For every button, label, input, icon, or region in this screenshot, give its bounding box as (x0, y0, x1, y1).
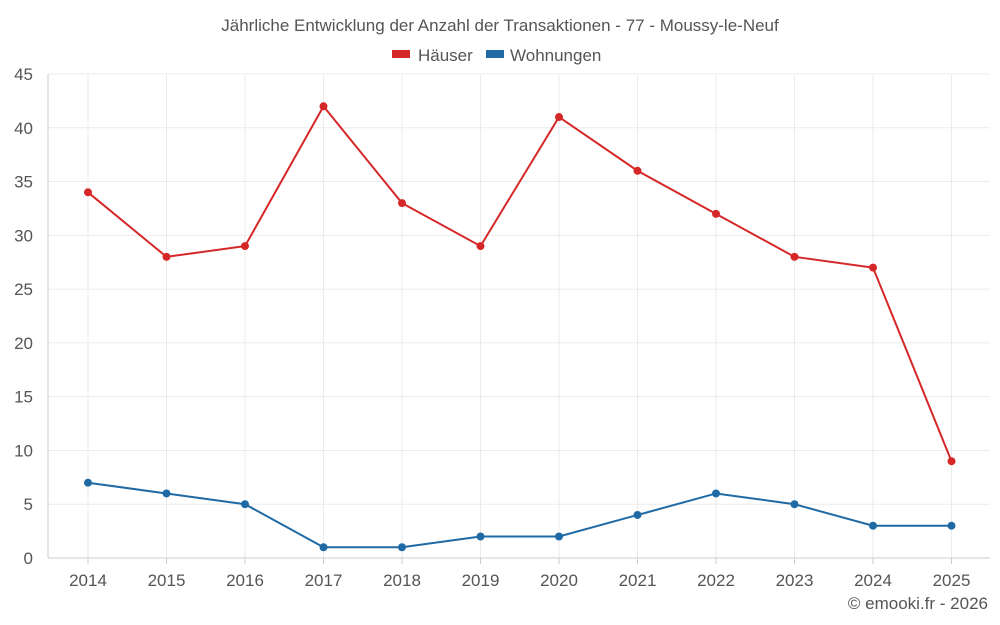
data-point-wohnungen[interactable] (555, 532, 563, 541)
data-point-wohnungen[interactable] (633, 510, 642, 519)
x-tick-label: 2019 (462, 571, 500, 590)
x-tick-label: 2025 (933, 571, 971, 590)
data-point-wohnungen[interactable] (162, 489, 171, 498)
data-point-wohnungen[interactable] (476, 532, 485, 541)
data-point-haeuser[interactable] (947, 457, 956, 466)
data-point-haeuser[interactable] (555, 113, 563, 122)
y-tick-label: 40 (14, 119, 33, 138)
y-tick-label: 35 (14, 173, 33, 192)
data-point-wohnungen[interactable] (869, 521, 877, 530)
x-tick-label: 2018 (383, 571, 421, 590)
data-point-wohnungen[interactable] (241, 500, 249, 509)
x-tick-label: 2024 (854, 571, 892, 590)
data-point-haeuser[interactable] (162, 252, 171, 261)
y-tick-label: 30 (14, 226, 33, 245)
x-tick-label: 2021 (619, 571, 657, 590)
data-point-wohnungen[interactable] (398, 543, 406, 552)
data-point-haeuser[interactable] (790, 252, 799, 261)
data-point-haeuser[interactable] (633, 166, 642, 175)
x-tick-label: 2023 (776, 571, 814, 590)
data-point-haeuser[interactable] (241, 242, 249, 251)
grid (48, 73, 990, 559)
data-point-haeuser[interactable] (319, 102, 328, 111)
data-point-wohnungen[interactable] (947, 521, 956, 530)
y-tick-label: 5 (24, 495, 33, 514)
legend-label-haeuser[interactable]: Häuser (418, 46, 473, 65)
series-line-wohnungen (87, 481, 952, 549)
data-point-wohnungen[interactable] (790, 500, 799, 509)
legend-label-wohnungen[interactable]: Wohnungen (510, 46, 601, 65)
legend: Häuser Wohnungen (392, 46, 601, 65)
chart-title: Jährliche Entwicklung der Anzahl der Tra… (221, 16, 779, 35)
y-tick-label: 45 (14, 65, 33, 84)
data-point-haeuser[interactable] (84, 188, 92, 197)
credit-text: © emooki.fr - 2026 (848, 594, 988, 613)
data-point-haeuser[interactable] (869, 263, 877, 272)
data-point-wohnungen[interactable] (84, 478, 92, 487)
x-tick-label: 2020 (540, 571, 578, 590)
series-line-haeuser (87, 104, 953, 462)
data-point-haeuser[interactable] (712, 209, 720, 218)
legend-swatch-haeuser[interactable] (392, 50, 410, 58)
x-tick-label: 2022 (697, 571, 735, 590)
y-tick-label: 0 (24, 549, 33, 568)
y-tick-label: 10 (14, 441, 33, 460)
x-tick-label: 2014 (69, 571, 107, 590)
legend-swatch-wohnungen[interactable] (486, 50, 504, 58)
x-tick-label: 2016 (226, 571, 264, 590)
y-tick-label: 25 (14, 280, 33, 299)
x-tick-label: 2015 (148, 571, 186, 590)
y-tick-label: 20 (14, 334, 33, 353)
data-point-wohnungen[interactable] (319, 543, 328, 552)
series-group (84, 102, 956, 552)
data-point-wohnungen[interactable] (712, 489, 720, 498)
data-point-haeuser[interactable] (476, 242, 485, 251)
x-tick-label: 2017 (305, 571, 343, 590)
data-point-haeuser[interactable] (398, 199, 406, 208)
y-tick-label: 15 (14, 388, 33, 407)
